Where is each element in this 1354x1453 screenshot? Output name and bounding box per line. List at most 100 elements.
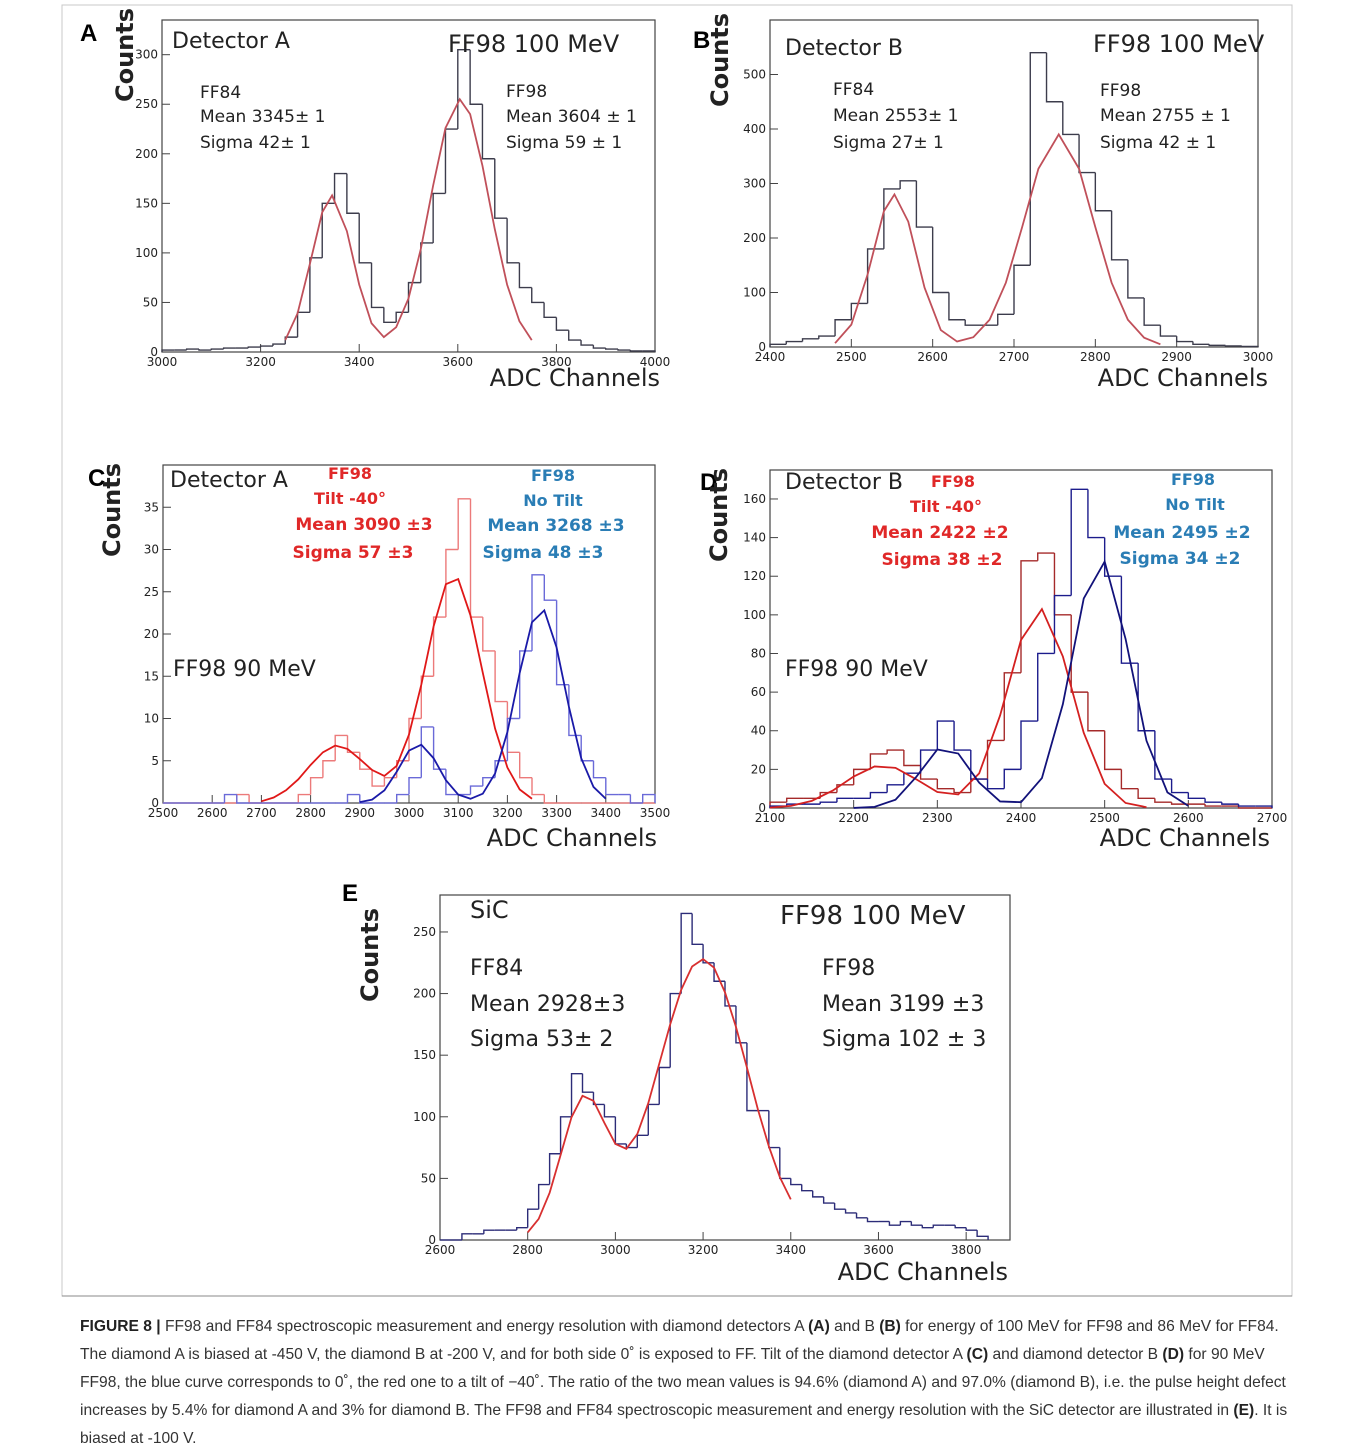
histogram-bin: [247, 346, 261, 349]
x-tick-label: 3200: [492, 806, 523, 820]
y-tick-label: 0: [151, 796, 159, 810]
histogram-bin: [482, 617, 496, 652]
histogram-bin: [548, 1153, 561, 1185]
histogram-bin: [346, 735, 360, 753]
histogram-bin: [334, 734, 348, 761]
histogram-bin: [420, 242, 434, 283]
histogram-bin: [954, 1225, 967, 1229]
annotation: Detector B: [785, 36, 903, 61]
histogram-bin: [346, 793, 360, 803]
histogram-bin: [899, 1220, 912, 1226]
histogram-bin: [1143, 297, 1161, 326]
annotation: Sigma 34 ±2: [1120, 549, 1241, 569]
y-tick-label: 200: [743, 231, 766, 245]
x-tick-label: 2100: [755, 811, 786, 825]
histogram-bin: [1013, 264, 1031, 315]
annotation: Sigma 42± 1: [200, 133, 311, 153]
panel: 2100 2200 2300 2400 2500 2600 2700 0 20 40 60 80 100…: [700, 468, 1287, 852]
x-tick-label: 2400: [755, 350, 786, 364]
x-axis-label: ADC Channels: [490, 364, 660, 392]
histogram-bin: [822, 1196, 835, 1204]
x-tick-label: 3000: [1243, 350, 1274, 364]
histogram-bin: [642, 793, 656, 803]
histogram-bin: [519, 752, 532, 779]
fit-curve: [853, 559, 1189, 809]
histogram-bin: [936, 779, 955, 790]
y-tick-label: 500: [743, 68, 766, 82]
histogram-bin: [1029, 52, 1047, 266]
histogram-bin: [1224, 345, 1242, 347]
y-tick-label: 25: [144, 585, 159, 599]
annotation: FF84: [470, 956, 523, 981]
fit-curve: [359, 608, 607, 804]
histogram-bin: [272, 343, 286, 347]
histogram-bin: [1087, 692, 1105, 732]
y-tick-label: 100: [743, 608, 766, 622]
histogram-bin: [1087, 489, 1105, 539]
y-tick-label: 150: [413, 1048, 436, 1062]
histogram-bin: [445, 769, 459, 796]
y-tick-label: 35: [144, 500, 159, 514]
histogram-bin: [986, 779, 1005, 790]
x-tick-label: 2800: [512, 1243, 543, 1257]
histogram-bin: [297, 793, 311, 803]
x-tick-label: 2900: [1161, 350, 1192, 364]
annotation: FF98: [531, 466, 575, 485]
fit-curve: [284, 97, 533, 341]
histogram-bin: [605, 348, 619, 350]
histogram-bin: [932, 1224, 945, 1228]
histogram-bin: [785, 340, 803, 345]
histogram-bin: [568, 330, 582, 341]
histogram-bin: [691, 913, 704, 945]
histogram-bin: [531, 777, 545, 796]
x-tick-label: 3100: [443, 806, 474, 820]
histogram-bin: [407, 281, 421, 313]
histogram-bin: [568, 684, 582, 737]
histogram-bin: [833, 1203, 846, 1210]
histogram-bin: [852, 768, 871, 785]
x-tick-label: 3800: [541, 355, 572, 369]
histogram-bin: [358, 213, 372, 264]
y-axis-label: Counts: [356, 908, 384, 1002]
histogram-bin: [948, 292, 966, 321]
fit-curve: [834, 132, 1161, 346]
annotation: Sigma 102 ± 3: [822, 1027, 986, 1052]
caption-bold: (B): [879, 1318, 901, 1335]
histogram-bin: [1120, 769, 1139, 790]
annotation: FF98: [1100, 81, 1141, 101]
histogram-bin: [818, 335, 836, 339]
histogram-bin: [531, 287, 545, 304]
y-tick-label: 10: [144, 712, 159, 726]
annotation: FF98: [1171, 470, 1215, 489]
y-tick-label: 20: [751, 762, 766, 776]
histogram-bin: [570, 1072, 583, 1117]
histogram-bin: [642, 350, 656, 352]
y-tick-label: 100: [135, 246, 158, 260]
histogram-bin: [371, 769, 385, 787]
y-tick-label: 80: [751, 646, 766, 660]
histogram-bin: [1070, 488, 1088, 596]
histogram-bin: [481, 104, 495, 160]
histogram-bin: [850, 302, 868, 320]
histogram-bin: [420, 726, 434, 778]
histogram-bin: [370, 262, 384, 309]
histogram-bin: [790, 1178, 802, 1186]
histogram-bin: [457, 498, 471, 550]
histogram-bin: [1070, 614, 1088, 693]
histogram-bin: [976, 1230, 989, 1240]
histogram-bin: [506, 218, 520, 264]
histogram-bin: [1078, 134, 1096, 174]
panel: 2600 2800 3000 3200 3400 3600 3800 0 50 100 150 200…: [342, 880, 1011, 1286]
y-axis-label: Counts: [705, 468, 733, 562]
panel-letter: A: [80, 20, 97, 47]
histogram-bin: [1170, 802, 1189, 805]
caption-bold: (A): [808, 1318, 830, 1335]
histogram-bin: [309, 776, 323, 795]
x-tick-label: 2600: [1173, 811, 1204, 825]
histogram-bin: [333, 172, 347, 204]
histogram-bin: [516, 1226, 528, 1231]
annotation: FF98 100 MeV: [780, 901, 966, 931]
annotation: FF98 90 MeV: [173, 657, 316, 682]
histogram-bin: [921, 1225, 934, 1229]
